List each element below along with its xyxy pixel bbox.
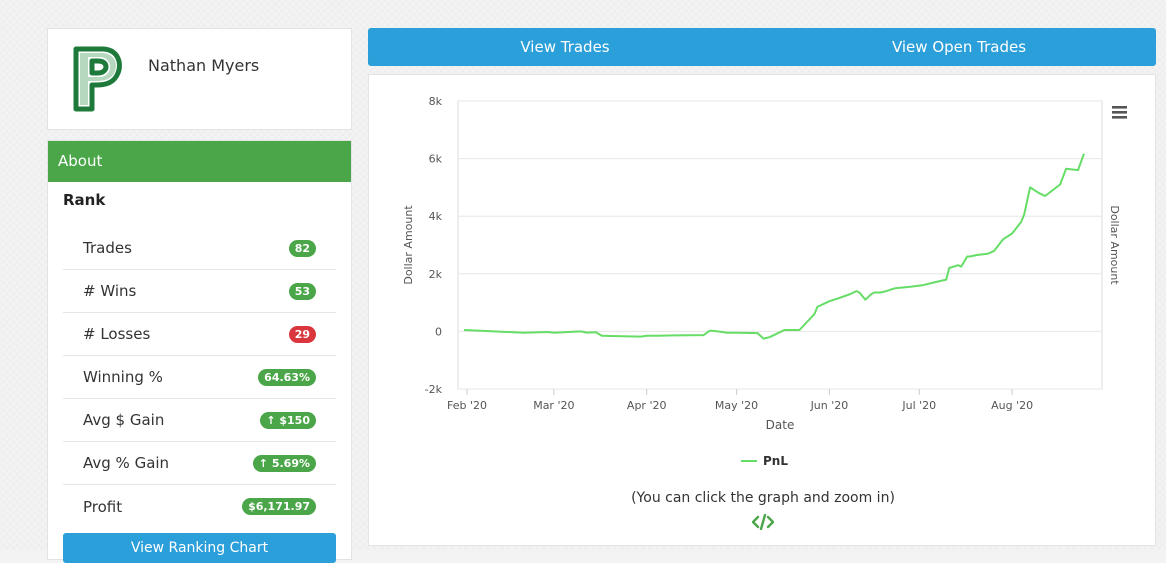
chart-card: -2k 0 2k 4k 6k 8k Feb '20 Mar '20 Apr '20 May '20… xyxy=(368,74,1156,546)
stat-label: Avg $ Gain xyxy=(83,411,165,429)
y-tick-label: -2k xyxy=(425,383,443,396)
about-card: About Rank Trades 82 # Wins 53 # Losses … xyxy=(47,140,352,563)
plot-area xyxy=(457,100,1103,390)
y-tick-label: 0 xyxy=(435,325,442,338)
y-tick-label: 6k xyxy=(429,153,443,166)
stat-badge: 29 xyxy=(288,325,316,343)
y-axis-title: Dollar Amount xyxy=(402,205,415,285)
zoom-hint: (You can click the graph and zoom in) xyxy=(631,490,895,506)
stat-label: Trades xyxy=(83,239,132,257)
stat-row-profit: Profit $6,171.97 xyxy=(63,485,336,528)
profile-name: Nathan Myers xyxy=(148,56,260,75)
stat-badge: 53 xyxy=(288,282,316,300)
pnl-chart[interactable]: -2k 0 2k 4k 6k 8k Feb '20 Mar '20 Apr '20 May '20… xyxy=(369,75,1157,485)
stat-badge: 64.63% xyxy=(258,368,316,386)
stat-label: Winning % xyxy=(83,368,163,386)
stat-label: # Wins xyxy=(83,282,137,300)
x-axis-title: Date xyxy=(766,418,795,432)
x-tick-label: Jul '20 xyxy=(901,399,936,412)
view-trades-button[interactable]: View Trades xyxy=(520,38,610,56)
x-tick-label: Mar '20 xyxy=(533,399,574,412)
stat-label: Avg % Gain xyxy=(83,454,170,472)
x-tick-label: Apr '20 xyxy=(627,399,667,412)
x-tick-label: May '20 xyxy=(715,399,758,412)
x-tick-label: Jun '20 xyxy=(810,399,849,412)
stat-badge: $6,171.97 xyxy=(242,498,316,515)
stat-row-avg-dollar-gain: Avg $ Gain ↑ $150 xyxy=(63,399,336,442)
y-axis-title-right: Dollar Amount xyxy=(1108,205,1121,285)
stat-label: # Losses xyxy=(83,325,151,343)
x-tick-label: Aug '20 xyxy=(991,399,1033,412)
y-tick-label: 4k xyxy=(429,210,443,223)
stat-row-avg-pct-gain: Avg % Gain ↑ 5.69% xyxy=(63,442,336,485)
rank-title: Rank xyxy=(63,191,106,209)
trades-nav: View Trades View Open Trades xyxy=(368,28,1156,66)
view-ranking-chart-button[interactable]: View Ranking Chart xyxy=(63,533,336,563)
y-tick-label: 8k xyxy=(429,95,443,108)
view-open-trades-button[interactable]: View Open Trades xyxy=(891,38,1027,56)
x-tick-label: Feb '20 xyxy=(447,399,487,412)
y-tick-label: 2k xyxy=(429,268,443,281)
series-line-pnl xyxy=(463,153,1085,340)
stat-label: Profit xyxy=(83,497,123,516)
stat-row-losses: # Losses 29 xyxy=(63,313,336,356)
stat-badge: 82 xyxy=(288,239,316,257)
logo-icon xyxy=(73,46,122,112)
hamburger-menu-icon[interactable] xyxy=(1112,106,1127,119)
profile-card: Nathan Myers xyxy=(47,28,352,130)
about-header: About xyxy=(48,141,351,182)
stats-list: Trades 82 # Wins 53 # Losses 29 Winning … xyxy=(63,227,336,528)
stat-badge: ↑ 5.69% xyxy=(252,454,316,472)
stat-row-winning-pct: Winning % 64.63% xyxy=(63,356,336,399)
legend-label: PnL xyxy=(763,454,788,468)
stat-badge: ↑ $150 xyxy=(260,411,316,429)
code-icon[interactable] xyxy=(752,514,774,530)
stat-row-trades: Trades 82 xyxy=(63,227,336,270)
stat-row-wins: # Wins 53 xyxy=(63,270,336,313)
